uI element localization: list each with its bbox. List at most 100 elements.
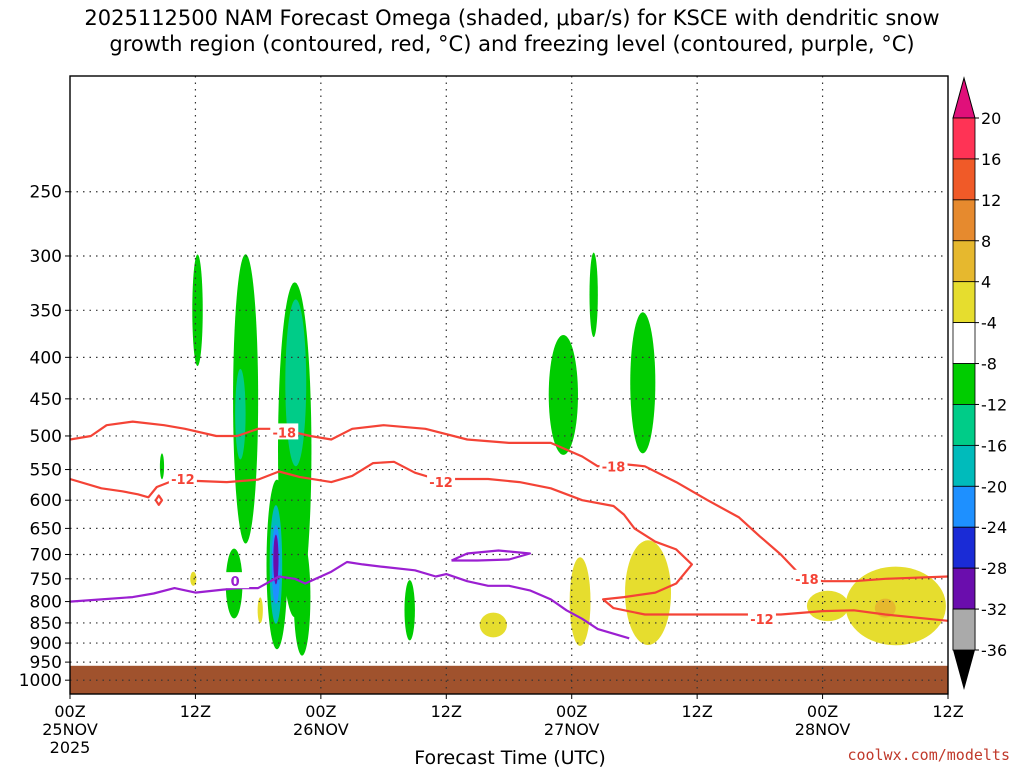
y-tick-label-600: 600	[30, 491, 62, 511]
y-tick-label-900: 900	[30, 634, 62, 654]
omega-region-18	[479, 612, 507, 638]
colorbar-label-0: 20	[981, 109, 1001, 128]
colorbar-label-7: -12	[981, 395, 1007, 414]
contour-line-4	[154, 494, 164, 506]
contour-label-0-1: -18	[602, 460, 626, 475]
colorbar-swatch-9	[952, 485, 976, 528]
contour-label-0-2: -18	[795, 573, 819, 588]
plot-border	[69, 75, 949, 695]
colorbar-swatch-4	[952, 281, 976, 324]
x-tick-label-1: 12Z	[180, 702, 211, 721]
omega-region-0	[192, 254, 203, 367]
y-tick-label-700: 700	[30, 546, 62, 566]
colorbar-label-6: -8	[981, 355, 997, 374]
colorbar-label-4: 4	[981, 273, 991, 292]
colorbar-top-arrow	[952, 76, 976, 119]
ground-terrain	[70, 665, 948, 694]
colorbar-swatch-13	[952, 608, 976, 651]
pressure-gridlines	[70, 76, 948, 694]
contour-line-3	[451, 549, 531, 562]
colorbar-swatch-7	[952, 404, 976, 446]
contour-label-1-0: -12	[171, 473, 195, 488]
colorbar-label-10: -24	[981, 518, 1007, 537]
contour-label-bg-0-2	[792, 569, 821, 586]
y-tick-label-950: 950	[30, 653, 62, 673]
omega-region-11	[159, 453, 165, 480]
colorbar-swatch-2	[952, 199, 976, 242]
y-tick-label-500: 500	[30, 427, 62, 447]
omega-region-21	[845, 566, 946, 646]
y-axis: 2503003504004505005506006507007508008509…	[19, 183, 70, 691]
omega-region-5	[293, 538, 311, 656]
colorbar-swatch-10	[952, 526, 976, 569]
y-tick-label-400: 400	[30, 348, 62, 368]
contour-label-bg-0-0	[270, 423, 299, 440]
colorbar-swatch-11	[952, 567, 976, 610]
colorbar-label-11: -28	[981, 559, 1007, 578]
colorbar-label-3: 8	[981, 232, 991, 251]
colorbar-swatch-0	[952, 117, 976, 160]
x-tick-label-4: 00Z	[556, 702, 587, 721]
omega-region-16	[190, 571, 197, 586]
y-tick-label-450: 450	[30, 390, 62, 410]
contour-label-1-1: -12	[429, 476, 453, 491]
site-credit[interactable]: coolwx.com/modelts	[847, 746, 1010, 764]
omega-region-15	[630, 312, 656, 454]
contour-label-bg-1-1	[427, 473, 456, 490]
omega-region-9	[273, 534, 279, 585]
omega-region-13	[548, 334, 578, 455]
contour-label-bg-2-0	[221, 572, 250, 589]
omega-region-22	[806, 590, 849, 622]
colorbar-label-5: -4	[981, 314, 997, 333]
omega-shading	[159, 252, 946, 656]
x-tick-label-6: 00Z	[807, 702, 838, 721]
colorbar-label-9: -20	[981, 477, 1007, 496]
x-tick-label-0: 00Z	[54, 702, 85, 721]
colorbar-swatch-6	[952, 363, 976, 405]
x-tick-label-7: 12Z	[932, 702, 963, 721]
colorbar-label-13: -36	[981, 641, 1007, 660]
contour-label-bg-1-0	[168, 470, 197, 487]
x-tick-year-0: 2025	[50, 738, 91, 757]
y-tick-label-800: 800	[30, 593, 62, 613]
omega-region-19	[569, 557, 591, 646]
y-tick-label-550: 550	[30, 461, 62, 481]
colorbar-bottom-arrow	[953, 650, 975, 690]
contour-label-bg-0-1	[599, 457, 628, 474]
ground-fill	[70, 665, 948, 694]
colorbar-swatch-3	[952, 240, 976, 283]
colorbar-label-8: -16	[981, 436, 1007, 455]
y-tick-label-350: 350	[30, 301, 62, 321]
x-tick-date-2: 26NOV	[293, 720, 349, 739]
chart-title-line2: growth region (contoured, red, °C) and f…	[109, 32, 915, 56]
y-tick-label-250: 250	[30, 183, 62, 203]
y-tick-label-650: 650	[30, 519, 62, 539]
y-tick-label-750: 750	[30, 570, 62, 590]
omega-region-12	[404, 580, 415, 641]
contour-label-bg-1-2	[747, 609, 776, 626]
x-tick-label-5: 12Z	[681, 702, 712, 721]
contour-label-1-2: -12	[750, 613, 774, 628]
y-tick-label-1000: 1000	[19, 671, 62, 691]
y-tick-label-300: 300	[30, 247, 62, 267]
y-tick-label-850: 850	[30, 614, 62, 634]
omega-region-14	[589, 252, 598, 338]
x-tick-date-0: 25NOV	[42, 720, 98, 739]
colorbar-swatch-8	[952, 444, 976, 487]
chart-title-line1: 2025112500 NAM Forecast Omega (shaded, μ…	[84, 6, 940, 30]
colorbar-swatch-5	[952, 322, 976, 364]
colorbar-label-2: 12	[981, 191, 1001, 210]
plot-frame	[69, 75, 949, 695]
colorbar-label-12: -32	[981, 600, 1007, 619]
x-tick-date-4: 27NOV	[544, 720, 600, 739]
omega-region-17	[257, 597, 263, 624]
contour-line-2	[70, 560, 630, 640]
colorbar-swatch-1	[952, 158, 976, 201]
x-tick-label-3: 12Z	[431, 702, 462, 721]
temperature-contours: -18 -18 -18 -12 -12 -12 0	[70, 420, 948, 640]
contour-line-0	[70, 420, 948, 583]
x-axis-title: Forecast Time (UTC)	[414, 747, 605, 768]
x-tick-label-2: 00Z	[305, 702, 336, 721]
